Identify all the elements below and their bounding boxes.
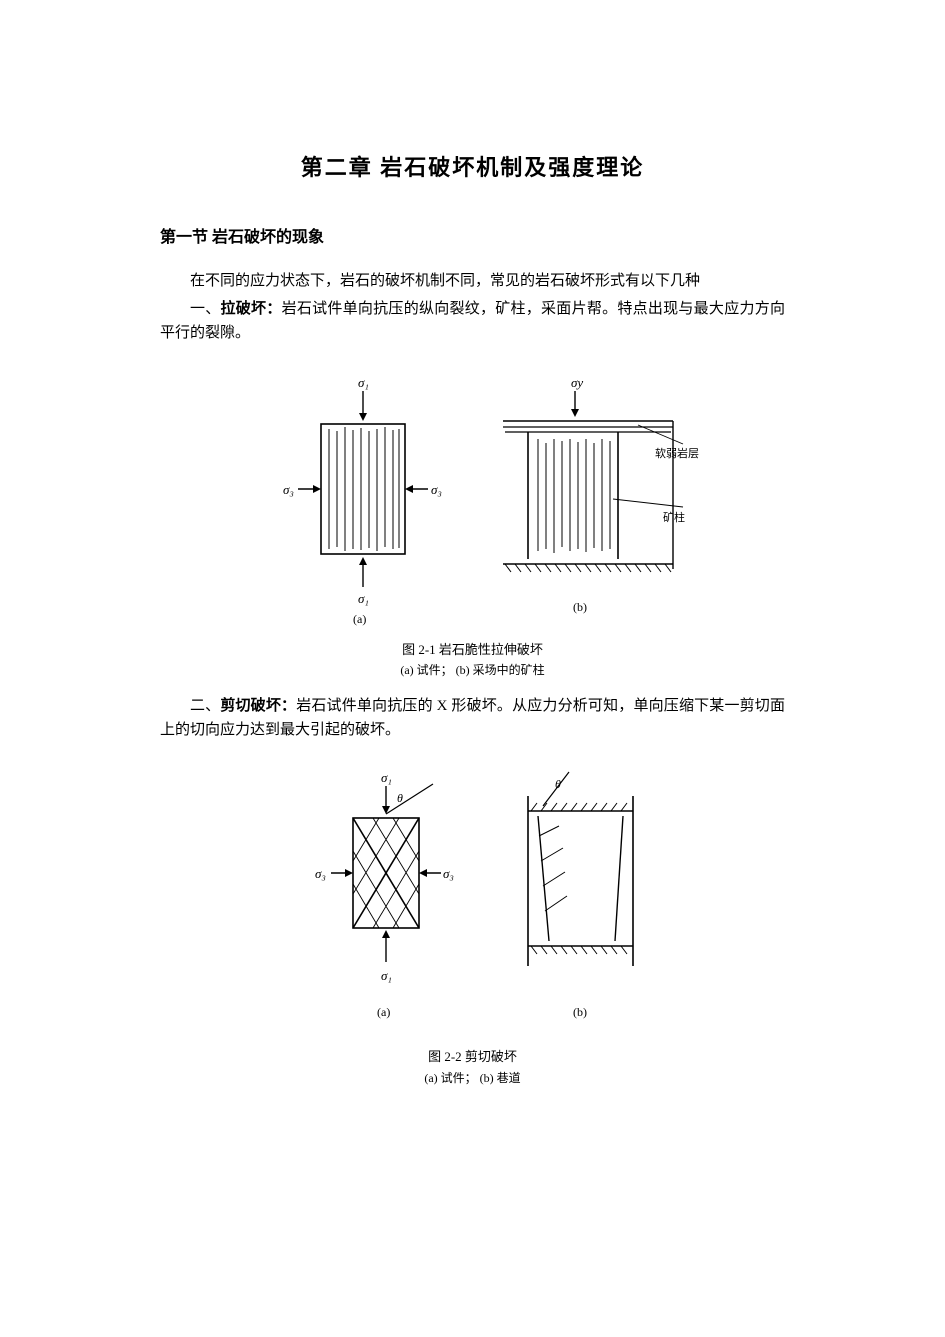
f2-sigma1-bot: σ₁ (381, 968, 392, 983)
sigma3-right-label: σ₃ (431, 482, 442, 497)
sigma-y-label: σy (571, 375, 583, 390)
soft-layer-label: 软弱岩层 (655, 446, 699, 460)
section-title: 第一节 岩石破坏的现象 (160, 225, 785, 251)
fig2-caption: 图 2-2 剪切破坏 (160, 1047, 785, 1067)
f2b-theta: θ (555, 777, 561, 791)
item-1-bold: 拉破坏： (221, 301, 282, 317)
item-2-paragraph: 二、剪切破坏：岩石试件单向抗压的 X 形破坏。从应力分析可知，单向压缩下某一剪切… (160, 694, 785, 742)
fig2-label-a: (a) (377, 1005, 390, 1019)
intro-paragraph: 在不同的应力状态下，岩石的破坏机制不同，常见的岩石破坏形式有以下几种 (160, 269, 785, 293)
f2-sigma3-l: σ₃ (315, 866, 326, 881)
figure-2-2-svg: σ₁ θ σ₃ σ₃ (273, 766, 673, 1041)
fig1-caption: 图 2-1 岩石脆性拉伸破坏 (160, 640, 785, 660)
figure-2-2: σ₁ θ σ₃ σ₃ (160, 766, 785, 1088)
fig2-label-b: (b) (573, 1005, 587, 1019)
theta-label: θ (397, 791, 403, 805)
sigma3-left-label: σ₃ (283, 482, 294, 497)
item-1-paragraph: 一、拉破坏：岩石试件单向抗压的纵向裂纹，矿柱，采面片帮。特点出现与最大应力方向平… (160, 297, 785, 345)
item-2-label: 二、 (190, 698, 220, 714)
f2-sigma3-r: σ₃ (443, 866, 454, 881)
sigma1-top-label: σ₁ (358, 375, 369, 390)
chapter-title: 第二章 岩石破坏机制及强度理论 (160, 150, 785, 185)
figure-2-1-svg: σ₁ σ₃ σ₃ σ₁ (243, 369, 703, 634)
sigma1-bot-label: σ₁ (358, 591, 369, 606)
fig1-label-b: (b) (573, 600, 587, 614)
item-2-bold: 剪切破坏： (220, 698, 296, 714)
figure-2-1: σ₁ σ₃ σ₃ σ₁ (160, 369, 785, 681)
fig2-subcaption: (a) 试件； (b) 巷道 (160, 1069, 785, 1088)
f2-sigma1-top: σ₁ (381, 770, 392, 785)
item-1-label: 一、 (190, 301, 221, 317)
pillar-label: 矿柱 (663, 510, 685, 524)
fig1-subcaption: (a) 试件； (b) 采场中的矿柱 (160, 661, 785, 680)
fig1-label-a: (a) (353, 612, 366, 626)
